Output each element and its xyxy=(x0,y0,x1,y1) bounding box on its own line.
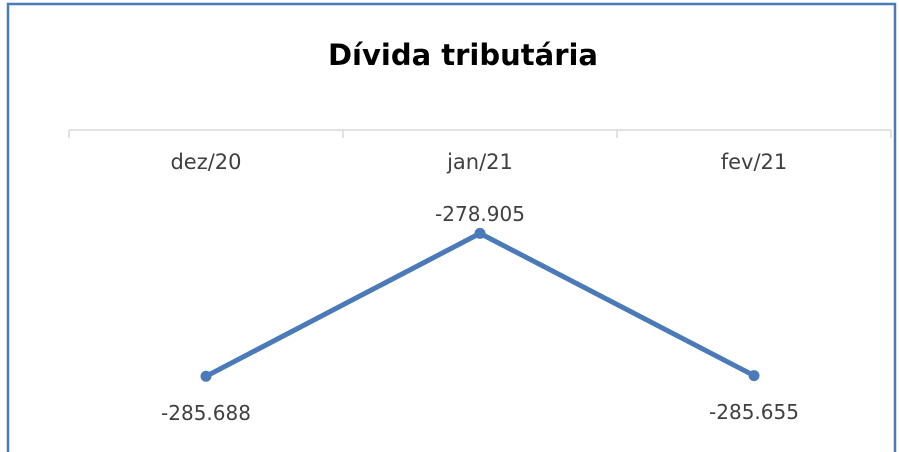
data-label: -278.905 xyxy=(435,202,525,226)
data-point xyxy=(748,370,760,382)
x-tick-label: fev/21 xyxy=(721,150,788,174)
data-point xyxy=(474,227,486,239)
x-tick-label: dez/20 xyxy=(170,150,241,174)
data-line xyxy=(204,230,756,379)
chart-frame xyxy=(6,2,897,452)
x-tick-label: jan/21 xyxy=(446,150,513,174)
data-label: -285.655 xyxy=(709,400,799,424)
data-label: -285.688 xyxy=(161,401,251,425)
data-point xyxy=(200,370,212,382)
chart-title: Dívida tributária xyxy=(328,38,598,72)
